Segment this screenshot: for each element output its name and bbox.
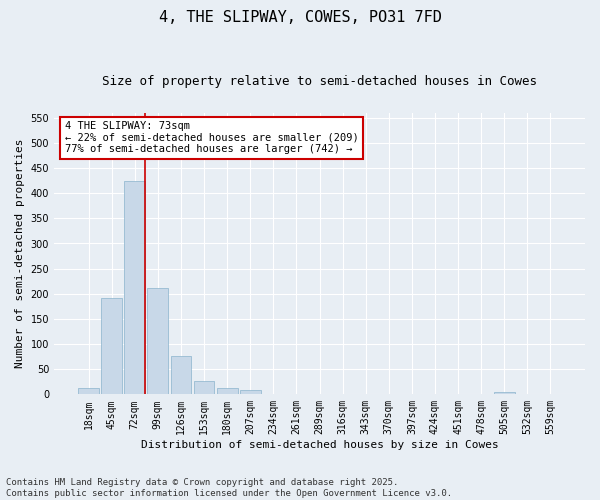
Y-axis label: Number of semi-detached properties: Number of semi-detached properties <box>15 139 25 368</box>
Bar <box>217 388 238 394</box>
Text: 4, THE SLIPWAY, COWES, PO31 7FD: 4, THE SLIPWAY, COWES, PO31 7FD <box>158 10 442 25</box>
Text: 4 THE SLIPWAY: 73sqm
← 22% of semi-detached houses are smaller (209)
77% of semi: 4 THE SLIPWAY: 73sqm ← 22% of semi-detac… <box>65 121 358 154</box>
X-axis label: Distribution of semi-detached houses by size in Cowes: Distribution of semi-detached houses by … <box>140 440 499 450</box>
Bar <box>240 390 260 394</box>
Bar <box>194 382 214 394</box>
Bar <box>101 298 122 394</box>
Text: Contains HM Land Registry data © Crown copyright and database right 2025.
Contai: Contains HM Land Registry data © Crown c… <box>6 478 452 498</box>
Bar <box>170 356 191 395</box>
Bar <box>494 392 515 394</box>
Bar <box>124 180 145 394</box>
Bar <box>148 288 168 395</box>
Title: Size of property relative to semi-detached houses in Cowes: Size of property relative to semi-detach… <box>102 75 537 88</box>
Bar <box>78 388 99 394</box>
